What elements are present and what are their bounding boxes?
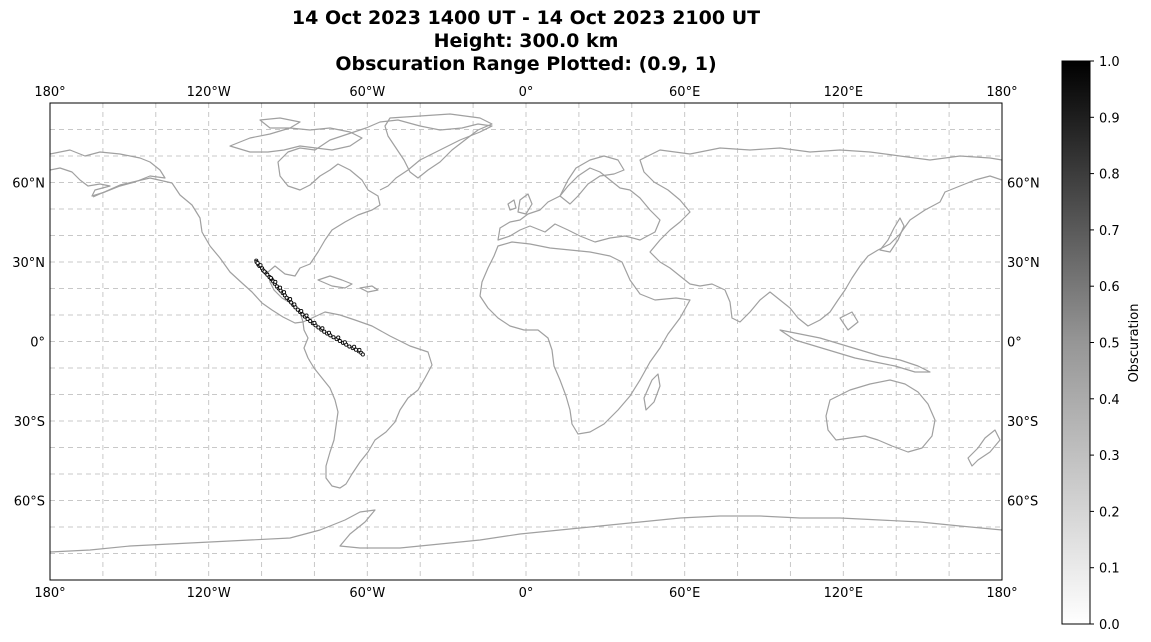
obscuration-point (316, 325, 321, 330)
left-lat-tick-label: 60°N (12, 177, 45, 192)
obscuration-point (357, 347, 362, 353)
left-lat-tick-label: 0° (30, 336, 45, 351)
obscuration-point (360, 352, 365, 357)
obscuration-point (268, 275, 273, 280)
obscuration-point (281, 290, 287, 295)
coastline-africa (479, 241, 691, 435)
coastline-greenland (384, 113, 493, 179)
map-gridlines (50, 103, 1002, 580)
coastline-south-america (302, 311, 433, 489)
colorbar-tick-label: 0.5 (1099, 337, 1120, 352)
obscuration-point (308, 319, 313, 324)
obscuration-point (347, 344, 352, 349)
colorbar-tick-label: 0.7 (1099, 224, 1120, 239)
coastline-british-isles (507, 193, 533, 215)
coastlines (50, 113, 1002, 553)
top-lon-tick-label: 120°W (187, 85, 231, 100)
right-lat-tick-label: 0° (1007, 336, 1022, 351)
coastline-new-zealand (967, 429, 1001, 467)
coastline-antarctica (50, 509, 1002, 553)
obscuration-point (284, 295, 289, 300)
colorbar-tick-label: 0.2 (1099, 505, 1120, 520)
bottom-lon-tick-label: 180° (34, 586, 65, 601)
obscuration-point (289, 300, 294, 305)
obscuration-point (262, 269, 267, 274)
left-lat-tick-label: 30°S (14, 415, 45, 430)
colorbar-tick-label: 0.3 (1099, 449, 1120, 464)
colorbar-ticks: 1.0 0.9 0.8 0.7 0.6 0.5 0.4 0.3 0.2 0.1 0.0 (1090, 55, 1120, 633)
colorbar-tick-label: 0.4 (1099, 393, 1120, 408)
coastline-southeast-asia-islands (779, 311, 931, 373)
obscuration-point (278, 285, 283, 290)
plot-title: 14 Oct 2023 1400 UT - 14 Oct 2023 2100 U… (0, 7, 1052, 76)
colorbar-tick-label: 1.0 (1099, 55, 1120, 70)
obscuration-point (258, 263, 263, 268)
top-lon-tick-label: 60°E (669, 85, 700, 100)
obscuration-point (304, 313, 309, 318)
left-lat-tick-label: 60°S (14, 495, 45, 510)
bottom-lon-tick-label: 0° (519, 586, 534, 601)
top-lon-tick-label: 0° (519, 85, 534, 100)
obscuration-point (326, 330, 332, 335)
colorbar-tick-label: 0.8 (1099, 168, 1120, 183)
colorbar-gradient (1061, 60, 1091, 625)
top-lon-tick-label: 120°E (824, 85, 864, 100)
bottom-lon-tick-label: 180° (986, 586, 1017, 601)
top-lon-tick-label: 180° (986, 85, 1017, 100)
obscuration-point (300, 312, 305, 317)
obscuration-point (288, 297, 293, 302)
right-lat-tick-label: 30°S (1007, 415, 1038, 430)
coastline-europe (497, 167, 661, 243)
right-lat-tick-label: 30°N (1007, 256, 1040, 271)
obscuration-point (337, 338, 342, 344)
obscuration-points (254, 258, 365, 357)
obscuration-point (299, 308, 304, 314)
right-lat-tick-label: 60°S (1007, 495, 1038, 510)
obscuration-point (342, 340, 347, 345)
coastline-scandinavia (559, 155, 625, 205)
colorbar-tick-label: 0.0 (1099, 618, 1120, 633)
colorbar-tick-label: 0.1 (1099, 562, 1120, 577)
coastline-asia (639, 147, 1002, 327)
obscuration-point (312, 320, 317, 326)
bottom-lon-tick-label: 120°W (187, 586, 231, 601)
map-axis-labels: 180° 180° 120°W 120°W 60°W 60°W 0° 0° 60°E 60°E 12… (12, 85, 1040, 601)
title-height: Height: 300.0 km (433, 30, 619, 52)
coastline-canadian-archipelago (229, 117, 363, 153)
bottom-lon-tick-label: 60°E (669, 586, 700, 601)
obscuration-point (320, 326, 325, 331)
colorbar: 1.0 0.9 0.8 0.7 0.6 0.5 0.4 0.3 0.2 0.1 0.0 Obscur… (1061, 55, 1142, 633)
bottom-lon-tick-label: 60°W (349, 586, 385, 601)
obscuration-point (292, 302, 297, 307)
colorbar-label: Obscuration (1127, 304, 1142, 383)
coastline-alaska (50, 149, 166, 197)
coastline-australia (825, 379, 936, 453)
obscuration-point (305, 316, 310, 322)
coastline-north-america (92, 119, 493, 324)
right-lat-tick-label: 60°N (1007, 177, 1040, 192)
coastline-japan (879, 217, 905, 253)
title-obscuration-range: Obscuration Range Plotted: (0.9, 1) (335, 53, 717, 75)
top-lon-tick-label: 60°W (349, 85, 385, 100)
top-lon-tick-label: 180° (34, 85, 65, 100)
obscuration-point (255, 261, 260, 266)
obscuration-point (265, 272, 270, 277)
obscuration-point (331, 335, 336, 340)
coastline-caribbean (317, 275, 379, 293)
title-time-range: 14 Oct 2023 1400 UT - 14 Oct 2023 2100 U… (291, 7, 761, 29)
left-lat-tick-label: 30°N (12, 256, 45, 271)
bottom-lon-tick-label: 120°E (824, 586, 864, 601)
obscuration-point (352, 344, 357, 349)
coastline-madagascar (643, 373, 661, 411)
colorbar-tick-label: 0.6 (1099, 280, 1120, 295)
obscuration-point (322, 329, 327, 334)
map-frame (49, 102, 1003, 581)
colorbar-tick-label: 0.9 (1099, 111, 1120, 126)
obscuration-point (273, 279, 278, 284)
obscuration-point (336, 335, 341, 340)
obscuration-point (295, 307, 300, 312)
